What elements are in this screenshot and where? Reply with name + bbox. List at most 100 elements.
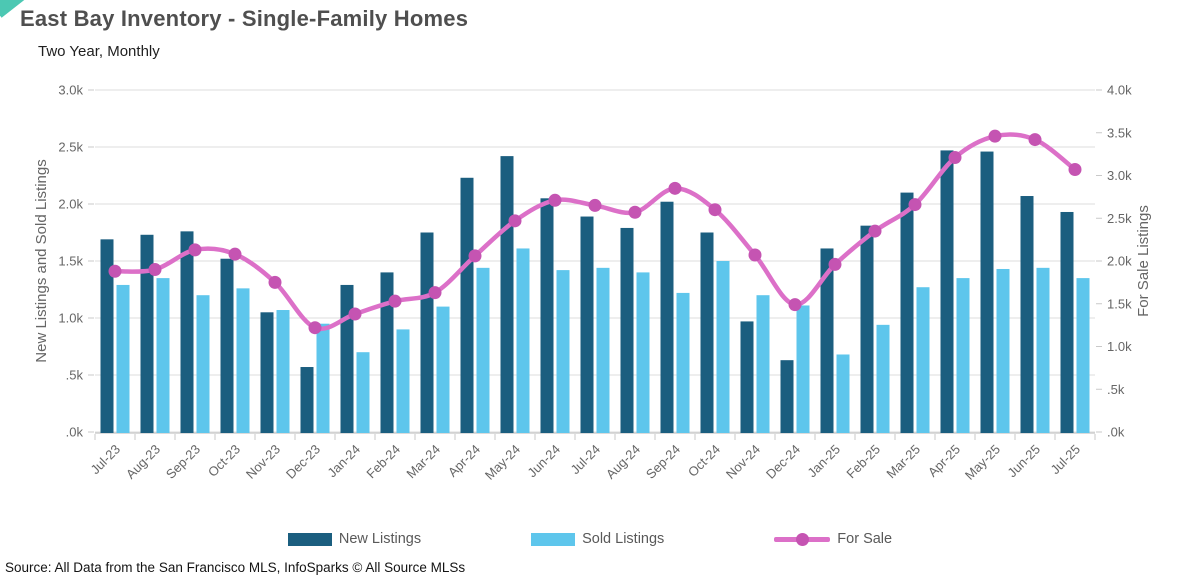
right-axis-tick-label: 4.0k	[1107, 83, 1132, 98]
bar-new-listings[interactable]	[420, 232, 434, 434]
left-axis-tick-label: 3.0k	[58, 83, 83, 98]
for-sale-point[interactable]	[1028, 133, 1042, 147]
x-axis-label: Jul-25	[1047, 442, 1083, 478]
bar-sold-listings[interactable]	[956, 278, 970, 433]
legend-label-sold-listings: Sold Listings	[582, 531, 665, 547]
bar-sold-listings[interactable]	[716, 261, 730, 433]
x-axis-label: Oct-23	[205, 442, 243, 480]
x-axis-label: May-25	[962, 442, 1003, 483]
bar-sold-listings[interactable]	[596, 267, 610, 433]
for-sale-point[interactable]	[188, 243, 202, 257]
bar-new-listings[interactable]	[460, 177, 474, 433]
bar-new-listings[interactable]	[180, 231, 194, 433]
for-sale-point[interactable]	[948, 151, 962, 165]
for-sale-point[interactable]	[148, 263, 162, 277]
bar-sold-listings[interactable]	[356, 352, 370, 433]
x-axis-label: Sep-23	[163, 442, 203, 482]
bar-sold-listings[interactable]	[396, 329, 410, 433]
for-sale-point[interactable]	[588, 198, 602, 212]
for-sale-point[interactable]	[268, 275, 282, 289]
legend-item-new-listings[interactable]: New Listings	[287, 531, 421, 547]
for-sale-point[interactable]	[548, 193, 562, 207]
bar-sold-listings[interactable]	[676, 292, 690, 433]
bar-new-listings[interactable]	[580, 216, 594, 433]
bar-sold-listings[interactable]	[1076, 278, 1090, 433]
bar-new-listings[interactable]	[340, 284, 354, 433]
x-axis-label: Sep-24	[643, 442, 683, 482]
left-axis-tick-label: 1.0k	[58, 311, 83, 326]
bar-sold-listings[interactable]	[796, 305, 810, 433]
bar-sold-listings[interactable]	[1036, 267, 1050, 433]
right-axis-tick-label: 3.0k	[1107, 168, 1132, 183]
for-sale-point[interactable]	[988, 129, 1002, 143]
for-sale-point[interactable]	[1068, 163, 1082, 177]
legend-item-sold-listings[interactable]: Sold Listings	[531, 531, 664, 547]
bar-new-listings[interactable]	[900, 192, 914, 433]
bar-new-listings[interactable]	[540, 198, 554, 433]
left-axis-tick-label: 2.5k	[58, 140, 83, 155]
for-sale-point[interactable]	[348, 307, 362, 321]
bar-sold-listings[interactable]	[876, 324, 890, 433]
for-sale-point[interactable]	[388, 294, 402, 308]
for-sale-line[interactable]	[112, 132, 1078, 332]
x-axis-label: Feb-24	[363, 442, 403, 482]
bar-new-listings[interactable]	[500, 156, 514, 433]
x-axis-label: Apr-24	[445, 442, 483, 480]
for-sale-point[interactable]	[868, 224, 882, 238]
bar-new-listings[interactable]	[1060, 211, 1074, 433]
for-sale-point[interactable]	[428, 286, 442, 300]
bar-new-listings[interactable]	[700, 232, 714, 434]
x-axis-label: Nov-24	[723, 442, 763, 482]
for-sale-point[interactable]	[308, 321, 322, 335]
for-sale-point[interactable]	[468, 249, 482, 263]
bar-sold-listings[interactable]	[556, 270, 570, 433]
bar-sold-listings[interactable]	[436, 306, 450, 433]
bar-sold-listings[interactable]	[276, 310, 290, 433]
bar-new-listings[interactable]	[740, 321, 754, 433]
for-sale-point[interactable]	[828, 257, 842, 271]
bar-sold-listings[interactable]	[516, 248, 530, 433]
bar-sold-listings[interactable]	[756, 295, 770, 433]
for-sale-point[interactable]	[228, 247, 242, 261]
bar-new-listings[interactable]	[140, 234, 154, 433]
bar-sold-listings[interactable]	[196, 295, 210, 433]
for-sale-point[interactable]	[908, 198, 922, 212]
bar-new-listings[interactable]	[660, 201, 674, 433]
for-sale-point[interactable]	[108, 264, 122, 278]
for-sale-point[interactable]	[668, 181, 682, 195]
bar-new-listings[interactable]	[620, 227, 634, 433]
page-title: East Bay Inventory - Single-Family Homes	[20, 6, 469, 31]
x-axis-label: Mar-24	[403, 442, 443, 482]
x-axis-label: Feb-25	[843, 442, 883, 482]
bar-sold-listings[interactable]	[916, 287, 930, 433]
bar-sold-listings[interactable]	[476, 267, 490, 433]
bar-sold-listings[interactable]	[116, 284, 130, 433]
bar-new-listings[interactable]	[980, 151, 994, 433]
for-sale-point[interactable]	[748, 248, 762, 262]
for-sale-point[interactable]	[628, 205, 642, 219]
bar-sold-listings[interactable]	[996, 268, 1010, 433]
for-sale-point[interactable]	[508, 214, 522, 228]
bar-sold-listings[interactable]	[156, 278, 170, 433]
x-axis-label: Jun-25	[1004, 442, 1043, 481]
bar-new-listings[interactable]	[820, 248, 834, 433]
bar-sold-listings[interactable]	[836, 354, 850, 433]
bar-new-listings[interactable]	[300, 367, 314, 433]
for-sale-point[interactable]	[708, 203, 722, 217]
bar-new-listings[interactable]	[1020, 196, 1034, 433]
right-axis-title: For Sale Listings	[1135, 205, 1152, 317]
bar-new-listings[interactable]	[100, 239, 114, 433]
bar-new-listings[interactable]	[780, 360, 794, 433]
bar-new-listings[interactable]	[220, 258, 234, 433]
bar-new-listings[interactable]	[380, 272, 394, 433]
bar-new-listings[interactable]	[260, 312, 274, 433]
bar-new-listings[interactable]	[940, 150, 954, 434]
legend-item-for-sale[interactable]: For Sale	[774, 531, 892, 547]
left-axis-title: New Listings and Sold Listings	[33, 159, 50, 362]
bar-new-listings[interactable]	[860, 225, 874, 433]
bar-sold-listings[interactable]	[316, 323, 330, 433]
x-axis-label: Jun-24	[524, 442, 563, 481]
bar-sold-listings[interactable]	[236, 288, 250, 433]
bar-sold-listings[interactable]	[636, 272, 650, 433]
for-sale-point[interactable]	[788, 298, 802, 312]
